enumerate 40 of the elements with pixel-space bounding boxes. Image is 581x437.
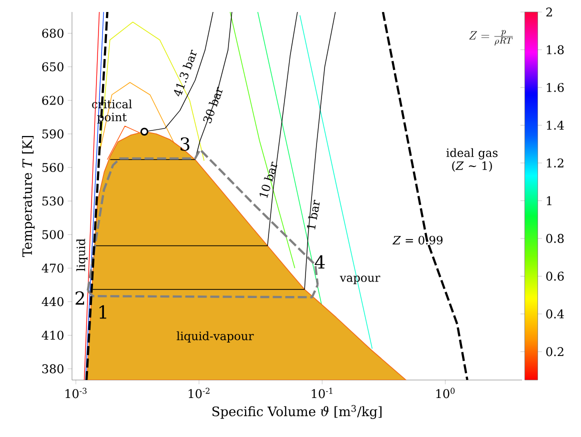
color-bar-label: 0.4	[546, 309, 564, 318]
color-bar-label: 1.6	[546, 82, 564, 92]
annotation: $Z = \frac{p}{\rho RT}$	[469, 30, 513, 46]
y-tick-label: 410	[42, 330, 64, 340]
color-bar-label: 1	[546, 196, 552, 206]
annotation: ideal gas (Z ∼ 1)	[446, 148, 498, 172]
color-bar-label: 1.8	[546, 45, 564, 54]
annotation: 10 bar	[260, 162, 278, 198]
color-bar-label: 1.4	[546, 120, 564, 130]
annotation: 30 bar	[203, 86, 223, 124]
y-tick-label: 680	[42, 28, 64, 38]
annotation: 1	[100, 305, 106, 319]
y-tick-label: 620	[42, 96, 64, 105]
y-tick-label: 500	[42, 230, 64, 240]
annotation: liquid	[76, 238, 88, 272]
annotation: 41.3 bar	[174, 50, 197, 96]
x-tick-label: 10$^{-1}$	[312, 388, 332, 398]
y-axis-title: Temperature T [K]	[22, 136, 35, 258]
x-tick-label: 10$^{-3}$	[66, 388, 87, 398]
color-bar-label: 0.8	[546, 234, 564, 243]
annotation: 1 bar	[306, 200, 320, 230]
y-tick-label: 650	[42, 62, 64, 72]
y-tick-label: 530	[42, 196, 64, 206]
y-tick-label: 470	[42, 264, 64, 273]
y-tick-label: 590	[42, 129, 64, 138]
annotation: liquid-vapour	[176, 331, 254, 342]
x-axis-title: Specific Volume ϑ [m$^{3}$/kg]	[212, 405, 382, 419]
annotation: Z = 0.99	[392, 236, 443, 244]
y-tick-label: 560	[42, 162, 64, 172]
x-tick-label: 10$^{-2}$	[188, 388, 210, 398]
annotation: 4	[314, 255, 325, 269]
color-bar-label: 0.6	[546, 272, 564, 281]
color-bar-label: 0.2	[546, 347, 564, 356]
x-tick-label: 10$^{0}$	[436, 388, 455, 398]
color-bar-label: 1.2	[546, 158, 564, 168]
y-tick-label: 440	[42, 297, 64, 306]
annotation: 3	[180, 137, 190, 151]
y-tick-label: 380	[42, 364, 64, 374]
annotation: 2	[76, 291, 84, 305]
color-bar-label: 2	[546, 8, 552, 16]
